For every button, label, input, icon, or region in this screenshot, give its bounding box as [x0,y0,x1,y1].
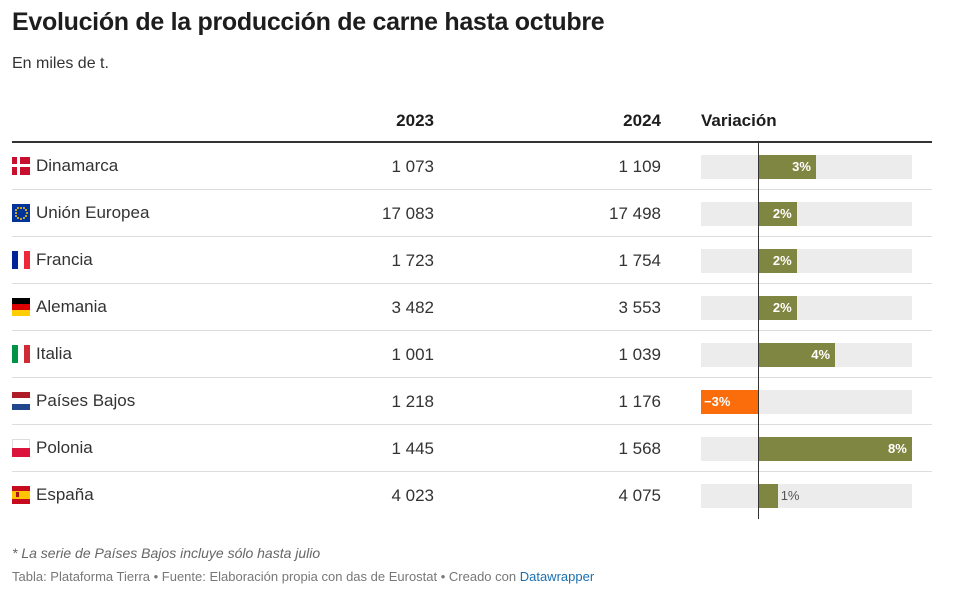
table-row: Francia 1 723 1 754 2% [12,237,932,284]
country-name: Polonia [36,438,93,457]
datawrapper-link[interactable]: Datawrapper [519,569,595,584]
value-2023: 1 001 [391,345,434,364]
spain-flag-icon [12,486,30,504]
footnote: * La serie de Países Bajos incluye sólo … [12,545,321,561]
italy-flag-icon [12,345,30,363]
variation-track [701,249,912,273]
variation-label: −3% [704,394,731,409]
variation-bar [758,249,797,273]
value-2023: 1 218 [391,392,434,411]
variation-bar [758,484,778,508]
eu-flag-icon [12,204,30,222]
variation-label: 2% [772,300,792,315]
country-cell: Países Bajos [12,391,135,411]
source-text: Tabla: Plataforma Tierra • Fuente: Elabo… [12,569,520,584]
country-cell: España [12,485,94,505]
value-2023: 4 023 [391,486,434,505]
country-name: Italia [36,344,72,363]
variation-track [701,484,912,508]
header-2024: 2024 [623,111,661,130]
country-cell: Francia [12,250,93,270]
country-name: Alemania [36,297,107,316]
country-cell: Italia [12,344,72,364]
value-2023: 3 482 [391,298,434,317]
netherlands-flag-icon [12,392,30,410]
value-2023: 1 445 [391,439,434,458]
variation-label: 1% [780,488,800,503]
country-cell: Dinamarca [12,156,118,176]
country-name: Dinamarca [36,156,119,175]
table-row: España 4 023 4 075 1% [12,472,932,519]
table-row: Italia 1 001 1 039 4% [12,331,932,378]
variation-bar [758,202,797,226]
variation-label: 2% [772,206,792,221]
chart-title: Evolución de la producción de carne hast… [12,8,605,36]
country-cell: Polonia [12,438,93,458]
value-2024: 1 568 [618,439,661,458]
country-name: España [36,485,94,504]
value-2023: 1 073 [391,157,434,176]
value-2024: 1 109 [618,157,661,176]
country-name: Países Bajos [36,391,136,410]
table-body: Dinamarca 1 073 1 109 3% Unión Europea 17 083… [12,143,932,519]
value-2024: 3 553 [618,298,661,317]
source-line: Tabla: Plataforma Tierra • Fuente: Elabo… [12,569,594,584]
variation-track [701,202,912,226]
variation-bar [758,343,836,367]
header-variation: Variación [701,111,777,130]
table-row: Alemania 3 482 3 553 2% [12,284,932,331]
table-row: Países Bajos 1 218 1 176 −3% [12,378,932,425]
country-cell: Unión Europea [12,203,149,223]
denmark-flag-icon [12,157,30,175]
table-row: Unión Europea 17 083 17 498 2% [12,190,932,237]
variation-label: 2% [772,253,792,268]
table-row: Polonia 1 445 1 568 8% [12,425,932,472]
zero-axis-line [758,143,759,519]
value-2024: 1 176 [618,392,661,411]
data-table: 2023 2024 Variación Dinamarca 1 073 1 109 3… [12,98,932,519]
value-2024: 4 075 [618,486,661,505]
value-2024: 1 039 [618,345,661,364]
poland-flag-icon [12,439,30,457]
variation-label: 3% [792,159,811,174]
variation-label: 4% [811,347,831,362]
variation-bar [758,296,797,320]
country-name: Unión Europea [36,203,150,222]
variation-bar [701,390,759,414]
value-2024: 17 498 [609,204,661,223]
table-row: Dinamarca 1 073 1 109 3% [12,143,932,190]
value-2023: 1 723 [391,251,434,270]
germany-flag-icon [12,298,30,316]
table-header: 2023 2024 Variación [12,98,932,143]
header-2023: 2023 [396,111,434,130]
chart-subtitle: En miles de t. [12,55,109,72]
variation-bar [758,437,912,461]
variation-bar [758,155,816,179]
variation-label: 8% [888,441,907,456]
value-2023: 17 083 [382,204,434,223]
france-flag-icon [12,251,30,269]
value-2024: 1 754 [618,251,661,270]
country-cell: Alemania [12,297,107,317]
country-name: Francia [36,250,93,269]
variation-track [701,296,912,320]
